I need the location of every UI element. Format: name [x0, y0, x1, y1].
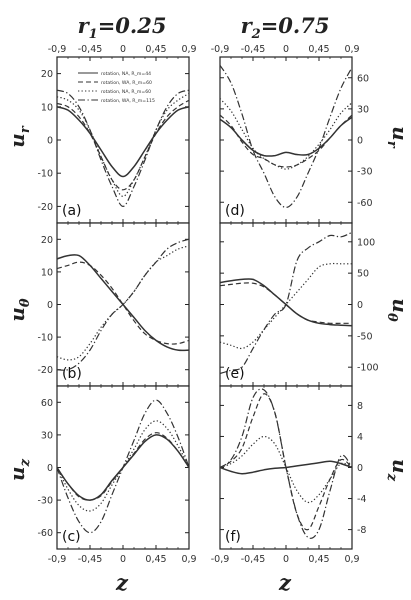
- x-tick-label: 0: [283, 44, 289, 55]
- ylabel-ur: ur: [5, 125, 33, 148]
- y-tick-label: -60: [357, 198, 373, 209]
- series-line-solid: [220, 116, 352, 157]
- x-tick-label: -0,9: [48, 44, 67, 55]
- ylabel-uz-right: uz: [384, 459, 411, 482]
- y-tick-label: 30: [41, 430, 53, 441]
- panel-label: (b): [62, 366, 82, 382]
- y-tick-label: 0: [357, 136, 363, 147]
- series-line-dashdot: [220, 64, 352, 209]
- y-tick-label: 0: [47, 136, 53, 147]
- y-tick-label: 10: [41, 267, 53, 278]
- panel-label: (c): [62, 529, 81, 545]
- y-tick-label: 60: [357, 73, 369, 84]
- ylabel-utheta-right: uθ: [384, 298, 411, 322]
- panel-frame: [56, 56, 190, 224]
- y-tick-label: 50: [357, 269, 369, 280]
- y-tick-label: 10: [41, 102, 53, 113]
- panel-e: -100 -50 0 50 100 (e): [219, 222, 379, 387]
- series-line-dash: [220, 393, 352, 531]
- panel-label: (d): [225, 203, 245, 219]
- series-line-dash: [220, 114, 352, 168]
- series-line-dash: [57, 261, 189, 345]
- series-line-dashdot: [57, 238, 189, 371]
- y-tick-label: 0: [47, 300, 53, 311]
- x-tick-label: -0,45: [78, 554, 103, 565]
- x-tick-label: 0: [120, 554, 126, 565]
- x-tick-label: -0,45: [78, 44, 103, 55]
- y-tick-label: -60: [37, 528, 53, 539]
- panel-label: (f): [225, 529, 241, 545]
- y-tick-label: 0: [357, 463, 363, 474]
- y-tick-label: 0: [357, 300, 363, 311]
- panel-f: -0,9 -0,45 0 0,45 0,9 -8 -4 0 4 8 (f): [211, 385, 366, 565]
- x-tick-label: 0,45: [145, 44, 166, 55]
- xlabel-left: z: [115, 570, 129, 595]
- series-line-dashdot: [57, 399, 189, 534]
- x-tick-label: 0,45: [308, 554, 329, 565]
- legend-entry: rotation, NA, R_m=44: [101, 71, 151, 77]
- x-tick-label: 0,45: [145, 554, 166, 565]
- panel-d: -0,9 -0,45 0 0,45 0,9 -60 -30 0 30 60 (d): [211, 44, 373, 224]
- y-tick-label: 4: [357, 432, 363, 443]
- series-line-dot: [220, 262, 352, 350]
- x-tick-label: -0,9: [48, 554, 67, 565]
- panel-label: (a): [62, 203, 82, 219]
- series-line-solid: [57, 106, 189, 178]
- ylabel-uz: uz: [5, 458, 33, 481]
- series-line-dash: [220, 282, 352, 324]
- legend-entry: rotation, WA, R_m=60: [101, 80, 152, 86]
- xlabel-right: z: [278, 570, 292, 595]
- y-tick-label: -8: [357, 525, 366, 536]
- y-tick-label: -50: [357, 331, 373, 342]
- ylabel-ur-right: ur: [384, 126, 411, 149]
- x-tick-label: 0: [283, 554, 289, 565]
- y-tick-label: -30: [357, 167, 373, 178]
- legend-entry: rotation, NA, R_m=60: [101, 89, 151, 95]
- y-tick-label: -20: [37, 202, 53, 213]
- panel-b: -20 -10 0 10 20 (b): [37, 222, 190, 387]
- x-tick-label: 0,45: [308, 44, 329, 55]
- col-title-right: r2=0.75: [241, 13, 330, 42]
- y-tick-label: 0: [47, 463, 53, 474]
- y-tick-label: -4: [357, 494, 366, 505]
- x-tick-label: 0,9: [181, 554, 196, 565]
- panel-c: -0,9 -0,45 0 0,45 0,9 -60 -30 0 30 60 (c): [37, 385, 197, 565]
- y-tick-label: 100: [357, 237, 375, 248]
- legend-entry: rotation, WA, R_m=115: [101, 98, 155, 104]
- y-tick-label: 20: [41, 69, 53, 80]
- series-line-dot: [57, 92, 189, 198]
- x-tick-label: 0,9: [181, 44, 196, 55]
- y-tick-label: -100: [357, 363, 379, 374]
- series-line-dashdot: [220, 231, 352, 375]
- x-tick-label: 0,9: [344, 554, 359, 565]
- x-tick-label: 0,9: [344, 44, 359, 55]
- series-line-dash: [57, 99, 189, 191]
- y-tick-label: -10: [37, 333, 53, 344]
- legend: rotation, NA, R_m=44 rotation, WA, R_m=60…: [78, 71, 155, 104]
- x-tick-label: -0,9: [211, 44, 230, 55]
- x-tick-label: -0,9: [211, 554, 230, 565]
- y-tick-label: -10: [37, 169, 53, 180]
- y-tick-label: 20: [41, 235, 53, 246]
- y-tick-label: -30: [37, 496, 53, 507]
- y-tick-label: -20: [37, 365, 53, 376]
- ylabel-utheta: uθ: [5, 298, 33, 322]
- x-tick-label: -0,45: [241, 554, 266, 565]
- panel-label: (e): [225, 366, 245, 382]
- y-tick-label: 60: [41, 398, 53, 409]
- series-line-dashdot: [57, 89, 189, 208]
- panel-frame: [219, 56, 353, 224]
- y-tick-label: 8: [357, 401, 363, 412]
- x-tick-label: -0,45: [241, 44, 266, 55]
- col-title-left: r1=0.25: [78, 13, 167, 42]
- x-tick-label: 0: [120, 44, 126, 55]
- series-line-dashdot: [220, 388, 352, 539]
- panel-a: -0,9 -0,45 0 0,45 0,9 -20 -10 0 10 20 (a): [37, 44, 197, 224]
- y-tick-label: 30: [357, 104, 369, 115]
